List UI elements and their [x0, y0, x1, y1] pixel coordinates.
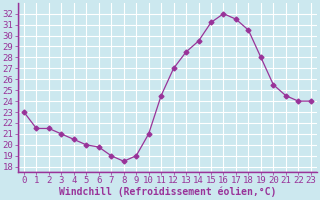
X-axis label: Windchill (Refroidissement éolien,°C): Windchill (Refroidissement éolien,°C) — [59, 187, 276, 197]
